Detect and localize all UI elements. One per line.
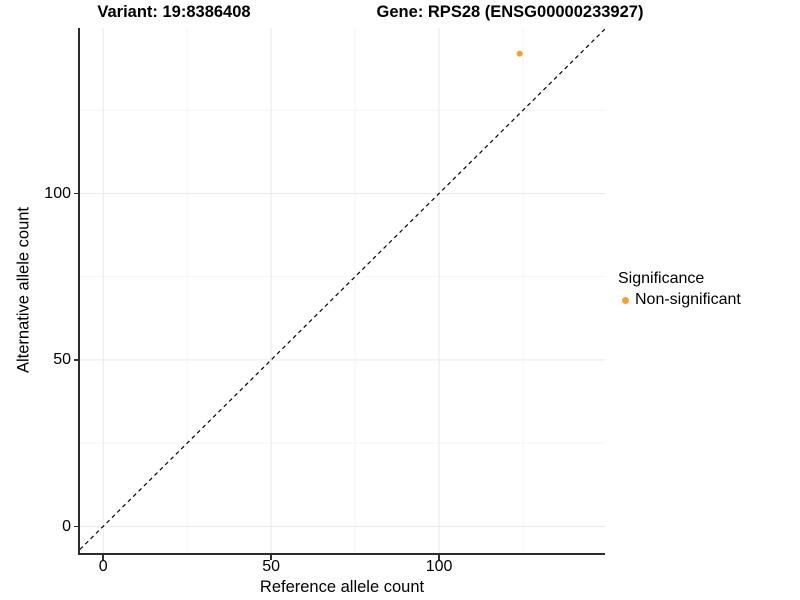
x-axis-tick: [270, 555, 272, 560]
y-axis-tick: [74, 192, 79, 195]
x-tick-label: 0: [98, 558, 108, 575]
y-axis-tick: [74, 525, 79, 528]
variant-title: Variant: 19:8386408: [97, 3, 251, 21]
x-axis-tick: [102, 555, 104, 560]
x-axis-line: [78, 553, 605, 555]
plot-panel: [80, 28, 605, 553]
legend: Significance Non-significant: [618, 270, 741, 309]
legend-dot-icon: [622, 296, 629, 304]
legend-item-label: Non-significant: [635, 291, 741, 308]
x-axis-tick: [438, 555, 440, 560]
y-axis-tick: [74, 359, 79, 361]
x-tick-label: 100: [425, 558, 453, 575]
y-axis-title: Alternative allele count: [14, 206, 33, 374]
data-point: [516, 50, 523, 57]
y-axis-line: [78, 28, 80, 555]
gene-title: Gene: RPS28 (ENSG00000233927): [376, 3, 644, 21]
identity-reference-line: [80, 28, 605, 550]
y-tick-label: 0: [62, 517, 71, 535]
y-tick-label: 100: [44, 184, 71, 202]
plot-canvas: [80, 28, 605, 553]
legend-item-non-significant: Non-significant: [618, 291, 741, 309]
legend-title: Significance: [618, 270, 705, 287]
x-axis-title: Reference allele count: [259, 578, 425, 596]
y-tick-label: 50: [53, 351, 71, 369]
x-tick-label: 50: [262, 558, 280, 575]
